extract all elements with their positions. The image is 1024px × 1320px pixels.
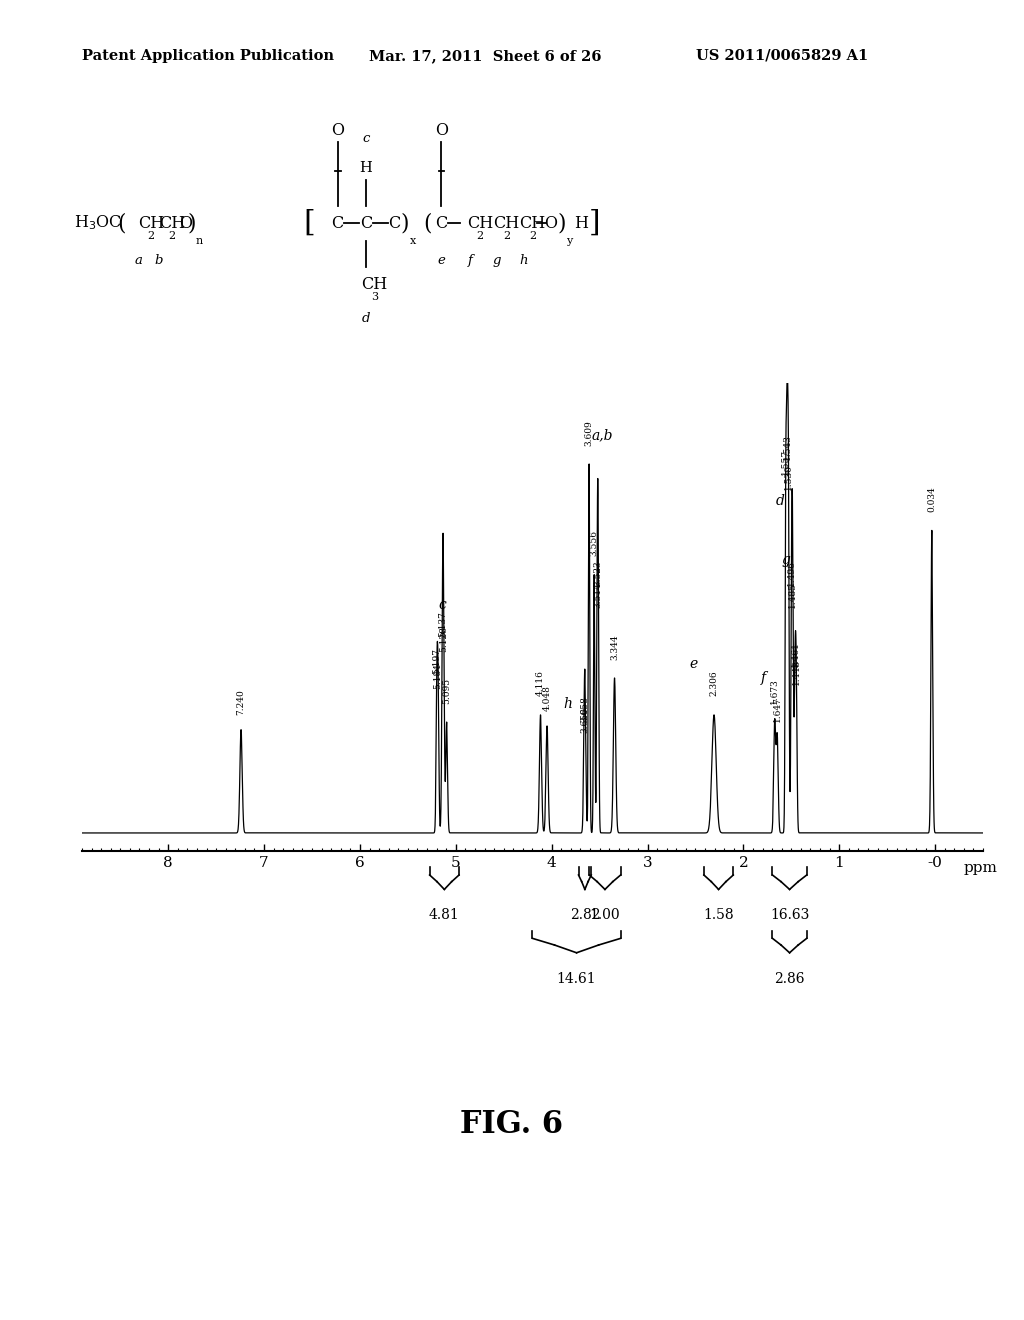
Text: C: C xyxy=(435,215,447,231)
Text: 2.82: 2.82 xyxy=(569,908,600,923)
Text: 3.609: 3.609 xyxy=(585,420,594,446)
Text: 1.00: 1.00 xyxy=(590,908,621,923)
Text: g: g xyxy=(493,255,501,268)
Text: 3.514: 3.514 xyxy=(594,582,603,609)
Text: 3: 3 xyxy=(371,292,378,302)
Text: 16.63: 16.63 xyxy=(770,908,809,923)
Text: g: g xyxy=(781,553,790,568)
Text: 2.86: 2.86 xyxy=(774,972,805,986)
Text: e: e xyxy=(689,656,697,671)
Text: 5.128: 5.128 xyxy=(439,626,449,652)
Text: CH: CH xyxy=(494,215,519,231)
Text: 1.647: 1.647 xyxy=(773,697,781,722)
Text: C: C xyxy=(388,215,400,231)
Text: US 2011/0065829 A1: US 2011/0065829 A1 xyxy=(696,49,868,63)
Text: ppm: ppm xyxy=(964,861,997,875)
Text: 7.240: 7.240 xyxy=(237,689,246,715)
Text: 5.137: 5.137 xyxy=(438,611,447,638)
Text: 1.530: 1.530 xyxy=(784,463,793,490)
Text: 2: 2 xyxy=(503,231,510,242)
Text: 4.048: 4.048 xyxy=(543,685,552,711)
Text: 1.448: 1.448 xyxy=(792,660,801,685)
Text: 3.344: 3.344 xyxy=(610,634,620,660)
Text: CH: CH xyxy=(361,276,387,293)
Text: d: d xyxy=(775,494,784,508)
Text: FIG. 6: FIG. 6 xyxy=(461,1109,563,1140)
Text: n: n xyxy=(196,235,203,246)
Text: H$_3$OC: H$_3$OC xyxy=(74,214,122,232)
Text: 2: 2 xyxy=(168,231,175,242)
Text: Mar. 17, 2011  Sheet 6 of 26: Mar. 17, 2011 Sheet 6 of 26 xyxy=(369,49,601,63)
Text: c: c xyxy=(438,598,446,611)
Text: 4.116: 4.116 xyxy=(536,671,545,697)
Text: 2.306: 2.306 xyxy=(710,671,719,697)
Text: 0.034: 0.034 xyxy=(928,486,936,512)
Text: CH: CH xyxy=(138,215,164,231)
Text: h: h xyxy=(563,697,572,711)
Text: (: ( xyxy=(423,213,431,234)
Text: 5.197: 5.197 xyxy=(432,648,441,675)
Text: O: O xyxy=(179,215,193,231)
Text: 1.58: 1.58 xyxy=(703,908,734,923)
Text: 3.523: 3.523 xyxy=(593,560,602,586)
Text: O: O xyxy=(331,121,344,139)
Text: [: [ xyxy=(303,209,315,238)
Text: 1.496: 1.496 xyxy=(787,560,797,586)
Text: H: H xyxy=(359,161,373,176)
Text: C: C xyxy=(332,215,344,231)
Text: 14.61: 14.61 xyxy=(557,972,596,986)
Text: CH: CH xyxy=(467,215,493,231)
Text: y: y xyxy=(566,235,572,246)
Text: 2: 2 xyxy=(476,231,483,242)
Text: 2: 2 xyxy=(529,231,537,242)
Text: ): ) xyxy=(400,213,409,234)
Text: H: H xyxy=(573,215,588,231)
Text: h: h xyxy=(519,255,527,268)
Text: x: x xyxy=(410,235,416,246)
Text: 1.673: 1.673 xyxy=(770,678,779,704)
Text: b: b xyxy=(155,255,163,268)
Text: 3.556: 3.556 xyxy=(590,531,599,556)
Text: 1.485: 1.485 xyxy=(788,582,798,609)
Text: e: e xyxy=(437,255,445,268)
Text: d: d xyxy=(361,313,371,326)
Text: f: f xyxy=(468,255,473,268)
Text: CH: CH xyxy=(159,215,185,231)
Text: O: O xyxy=(544,215,557,231)
Text: ): ) xyxy=(187,213,196,234)
Text: Patent Application Publication: Patent Application Publication xyxy=(82,49,334,63)
Text: 1.461: 1.461 xyxy=(791,642,800,667)
Text: 5.184: 5.184 xyxy=(433,663,442,689)
Text: 5.095: 5.095 xyxy=(442,677,452,704)
Text: 4.81: 4.81 xyxy=(429,908,460,923)
Text: a: a xyxy=(134,255,142,268)
Text: C: C xyxy=(359,215,372,231)
Text: ): ) xyxy=(558,213,566,234)
Text: CH: CH xyxy=(519,215,546,231)
Text: (: ( xyxy=(117,213,125,234)
Text: a,b: a,b xyxy=(592,428,613,442)
Text: ]: ] xyxy=(589,209,601,238)
Text: O: O xyxy=(435,121,447,139)
Text: 1.557: 1.557 xyxy=(781,449,791,475)
Text: 3.650: 3.650 xyxy=(581,708,590,734)
Text: 3.658: 3.658 xyxy=(580,697,589,722)
Text: f: f xyxy=(761,672,766,685)
Text: c: c xyxy=(362,132,370,145)
Text: 1.543: 1.543 xyxy=(782,434,792,461)
Text: 2: 2 xyxy=(147,231,155,242)
